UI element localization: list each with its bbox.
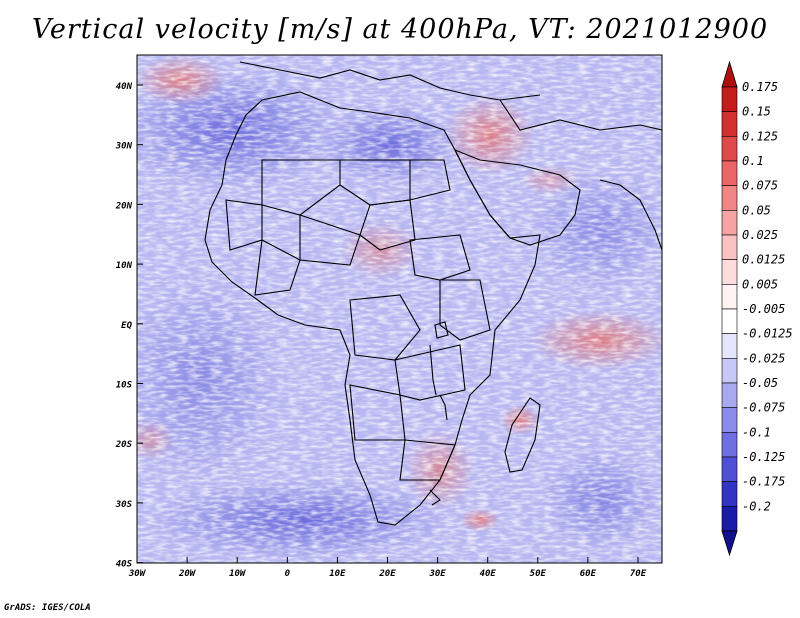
colorbar-swatch (721, 284, 738, 310)
colorbar-label: 0.075 (742, 179, 778, 193)
colorbar-label: -0.2 (742, 499, 771, 513)
grads-credit: GrADS: IGES/COLA (4, 603, 91, 613)
velocity-field (137, 55, 662, 563)
latitude-axis: 40N 30N 20N 10N EQ 10S 20S 30S 40S (115, 82, 143, 570)
colorbar-swatch (721, 136, 738, 162)
map-title: Vertical velocity [m/s] at 400hPa, VT: 2… (31, 14, 769, 45)
lat-label: EQ (121, 321, 132, 331)
colorbar-swatch (721, 160, 738, 186)
colorbar-label: -0.1 (742, 425, 771, 439)
longitude-axis: 30W 20W 10W 0 10E 20E 30E 40E 50E 60E 70E (128, 557, 647, 579)
colorbar-swatch (721, 382, 738, 408)
colorbar-label: 0.15 (742, 105, 771, 119)
colorbar-swatch (721, 506, 738, 532)
lat-label: 40S (116, 560, 133, 570)
lon-label: 0 (285, 569, 291, 579)
colorbar-label: 0.025 (742, 228, 778, 242)
colorbar-swatch (721, 86, 738, 112)
colorbar-swatch (721, 481, 738, 507)
lon-label: 70E (630, 569, 647, 579)
colorbar-swatch (721, 432, 738, 458)
colorbar-label: 0.125 (742, 129, 778, 143)
lon-label: 30E (428, 569, 446, 579)
colorbar-swatch (721, 308, 738, 334)
lon-label: 20E (378, 569, 396, 579)
colorbar-swatch (721, 456, 738, 482)
lat-label: 10S (116, 381, 133, 391)
colorbar-label: 0.1 (742, 154, 764, 168)
colorbar-swatch (721, 259, 738, 285)
lon-label: 10W (229, 569, 247, 579)
map-frame (136, 54, 663, 564)
colorbar-top-arrow (721, 60, 738, 88)
colorbar-swatch (721, 358, 738, 384)
colorbar-swatch (721, 333, 738, 359)
lon-label: 30W (128, 569, 147, 579)
colorbar-label: 0.05 (742, 203, 771, 217)
lat-label: 30S (115, 500, 133, 510)
lon-label: 20W (178, 569, 197, 579)
lon-label: 10E (329, 569, 346, 579)
colorbar-label: -0.0125 (742, 327, 793, 341)
colorbar-swatch (721, 111, 738, 137)
colorbar-swatch (721, 185, 738, 211)
lon-label: 60E (580, 569, 597, 579)
lon-label: 50E (530, 569, 547, 579)
colorbar-label: -0.05 (742, 376, 778, 390)
colorbar-label: -0.175 (742, 475, 785, 489)
colorbar-bottom-arrow (721, 530, 738, 557)
colorbar-swatch (721, 210, 738, 236)
colorbar-swatch (721, 234, 738, 260)
colorbar-label: -0.025 (742, 351, 785, 365)
lon-label: 40E (480, 569, 497, 579)
colorbar-label: -0.005 (742, 302, 785, 316)
lat-label: 40N (116, 82, 133, 92)
colorbar-label: 0.0125 (742, 253, 785, 267)
colorbar-label: 0.005 (742, 277, 778, 291)
colorbar: 0.175 0.15 0.125 0.1 0.075 0.05 0.025 0.0125 0.0… (721, 60, 793, 557)
lat-label: 10N (116, 261, 133, 271)
lat-label: 20S (115, 440, 133, 450)
colorbar-swatch (721, 407, 738, 433)
coastline (204, 61, 662, 526)
lat-label: 20N (115, 201, 133, 211)
colorbar-label: -0.125 (742, 450, 785, 464)
colorbar-label: 0.175 (742, 80, 778, 94)
lat-label: 30N (115, 142, 133, 152)
colorbar-label: -0.075 (742, 401, 785, 415)
